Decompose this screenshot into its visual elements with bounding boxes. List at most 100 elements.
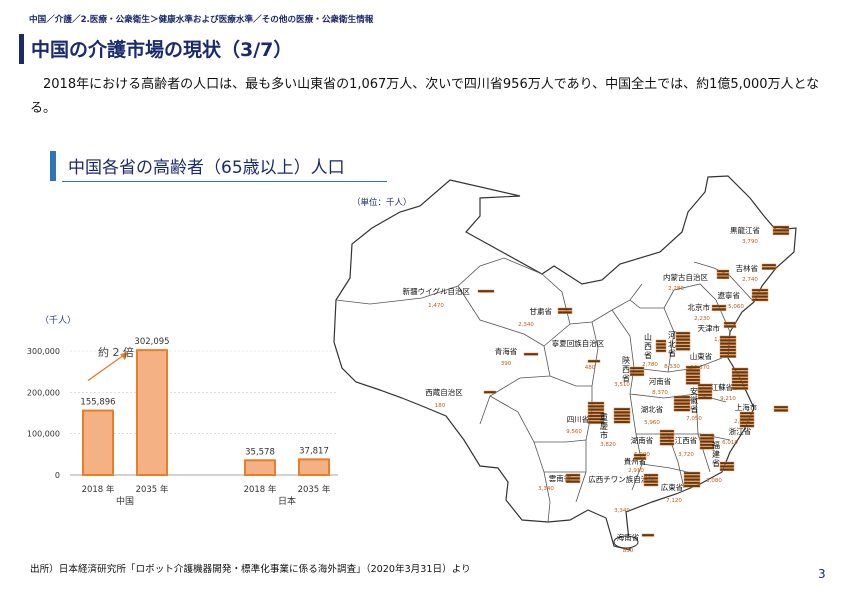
province-value: 2,280 (668, 286, 684, 292)
x-tick-label: 2035 年 (298, 484, 331, 495)
province-name: 天津市 (698, 323, 721, 333)
source-note: 出所）日本経済研究所「ロボット介護機器開発・標準化事業に係る海外調査」（2020… (30, 564, 471, 575)
y-tick-label: 300,000 (27, 347, 60, 356)
province-marker: 福建省 3,080 (706, 441, 735, 484)
province-marker: 寧夏回族自治区 480 (552, 338, 605, 371)
province-value: 830 (623, 548, 634, 554)
province-value: 2,230 (694, 316, 710, 322)
stack-bar (477, 289, 495, 293)
province-name: 浙江省 (729, 426, 752, 436)
stack-bar (587, 411, 605, 415)
province-marker: 新疆ウイグル自治区 1,470 (403, 286, 495, 309)
stack-bar (587, 404, 605, 408)
stack-bar (685, 381, 701, 385)
province-value: 5,060 (728, 304, 744, 310)
stack-bar (699, 443, 715, 447)
province-value: 7,050 (686, 416, 702, 422)
y-tick-label: 200,000 (27, 388, 60, 397)
province-name: 湖北省 (641, 404, 664, 414)
stack-bar (723, 321, 737, 325)
stack-bar (719, 335, 737, 339)
stack-bar (772, 225, 790, 229)
group-label: 日本 (278, 495, 296, 507)
province-name: 北京市 (688, 302, 711, 312)
province-value: 3,790 (742, 239, 758, 245)
province-name: 西蔵自治区 (425, 387, 463, 397)
province-marker: 浙江省 6,010 (722, 411, 755, 446)
province-value: 5,960 (644, 420, 660, 426)
province-name: 海南省 (617, 532, 640, 542)
x-tick-label: 2018 年 (244, 484, 277, 495)
stack-bar (719, 345, 737, 349)
bar-value-label: 37,817 (299, 446, 329, 456)
stack-bar (731, 374, 749, 378)
section-accent-bar (50, 151, 56, 181)
stack-bar (731, 380, 749, 384)
stack-bar (587, 414, 605, 418)
stack-bar (739, 424, 755, 428)
stack-bar (761, 263, 777, 267)
province-name: 雲南省 (549, 473, 572, 483)
stack-bar (731, 386, 749, 390)
x-tick-label: 2035 年 (136, 484, 169, 495)
stack-bar (772, 232, 790, 236)
stack-bar (761, 266, 777, 270)
stack-bar (699, 446, 715, 450)
stack-bar (659, 429, 675, 433)
province-name: 江西省 (675, 435, 698, 445)
stack-bar (716, 272, 730, 276)
y-axis-unit: （千人） (40, 315, 76, 326)
stack-bar (697, 396, 713, 400)
y-tick-label: 0 (55, 471, 60, 480)
province-name-char: 市 (600, 430, 608, 440)
stack-bar (613, 417, 631, 421)
stack-bar (655, 346, 667, 350)
province-name: 河南省 (649, 376, 672, 386)
stack-bar (697, 393, 713, 397)
stack-bar (633, 456, 647, 460)
stack-bar (772, 228, 790, 232)
annotation-label: 約 2 倍 (98, 345, 134, 359)
stack-bar (719, 342, 737, 346)
province-name: 広西チワン族自治区 (588, 474, 656, 484)
province-value: 2,780 (642, 362, 658, 368)
province-value: 3,340 (538, 486, 554, 492)
stack-bar (719, 351, 737, 355)
province-marker: 黒龍江省 3,790 (730, 225, 790, 245)
province-value: 3,720 (678, 452, 694, 458)
stack-bar (683, 478, 701, 482)
china-outline (333, 175, 797, 551)
province-name: 四川省 (567, 414, 590, 424)
province-name-char: 省 (690, 404, 698, 414)
stack-bar (587, 420, 605, 424)
province-name-char: 慶 (600, 421, 608, 431)
stack-bar (685, 372, 701, 376)
province-marker: 江蘇省 9,210 (711, 367, 749, 402)
stack-bar (613, 410, 631, 414)
stack-bar (719, 468, 735, 472)
stack-bar (697, 383, 713, 387)
stack-bar (699, 433, 715, 437)
province-value: 3,820 (600, 442, 616, 448)
map-unit-note: （単位：千人） (352, 198, 412, 208)
province-marker: 内蒙古自治区 2,280 (663, 269, 730, 292)
province-marker: 甘粛省 2,340 (518, 306, 573, 328)
province-name: 吉林省 (736, 263, 759, 273)
stack-bar (565, 476, 581, 480)
stack-bar (683, 484, 701, 488)
province-value: 2,910 (628, 468, 644, 474)
bar-value-label: 302,095 (134, 337, 169, 347)
province-name-char: 陝 (622, 355, 630, 365)
province-name-char: 福 (712, 441, 720, 450)
province-name: 甘粛省 (530, 306, 553, 316)
stack-bar (685, 375, 701, 379)
stack-bar (523, 352, 539, 356)
stack-bar (587, 408, 605, 412)
province-value: 9,210 (720, 396, 736, 402)
stack-bar (557, 310, 573, 314)
stack-bar (711, 304, 727, 308)
stack-bar (655, 339, 667, 343)
province-name: 江蘇省 (711, 382, 734, 392)
stack-bar (629, 366, 645, 370)
stack-bar (719, 464, 735, 468)
